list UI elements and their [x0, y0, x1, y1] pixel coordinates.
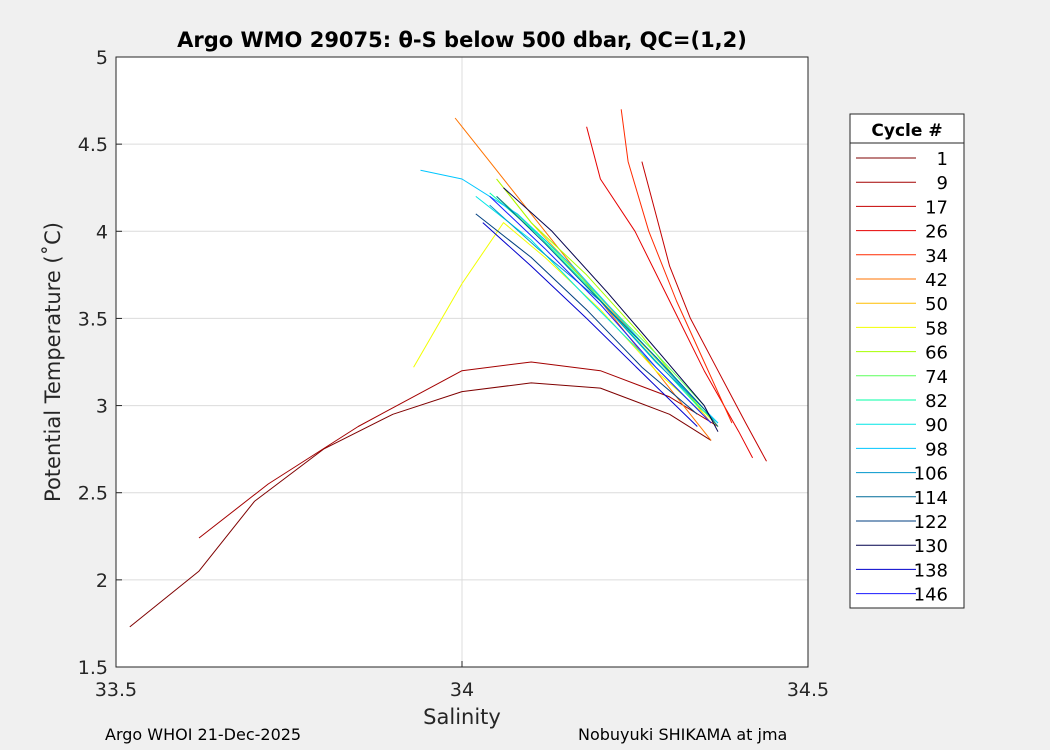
- legend-label-cycle-98: 98: [925, 439, 948, 460]
- x-tick-label: 34: [450, 679, 474, 701]
- legend: Cycle # 1 9 17 26 34 42 50 58 66 74 82 90 98 106 114 12…: [849, 113, 965, 609]
- legend-label-cycle-17: 17: [925, 197, 948, 218]
- legend-items: 1 9 17 26 34 42 50 58 66 74 82 90 98 106 114 122 130 138 1…: [856, 149, 948, 606]
- legend-label-cycle-146: 146: [914, 585, 948, 606]
- y-tick-label: 2: [96, 570, 108, 592]
- series-line-cycle-114: [496, 196, 719, 427]
- footer-author: Nobuyuki SHIKAMA at jma: [578, 725, 788, 744]
- series-line-cycle-98: [420, 169, 719, 424]
- series-line-cycle-66: [496, 178, 719, 427]
- y-tick-label: 2.5: [78, 483, 108, 505]
- series-line-cycle-58: [413, 222, 705, 415]
- series-line-cycle-17: [641, 161, 767, 462]
- y-tick-label: 4: [96, 221, 108, 243]
- x-axis-label: Salinity: [423, 705, 501, 729]
- series-layer: [129, 109, 767, 628]
- x-tick-label: 34.5: [787, 679, 829, 701]
- series-line-cycle-146: [489, 196, 712, 424]
- series-line-cycle-138: [482, 222, 698, 427]
- legend-label-cycle-26: 26: [925, 222, 948, 243]
- series-line-cycle-82: [489, 192, 719, 424]
- legend-label-cycle-66: 66: [925, 343, 948, 364]
- x-tick-label: 33.5: [95, 679, 137, 701]
- series-line-cycle-26: [586, 126, 754, 459]
- series-line-cycle-130: [503, 187, 719, 432]
- chart-title: Argo WMO 29075: θ-S below 500 dbar, QC=(…: [177, 28, 747, 52]
- y-tick-label: 3.5: [78, 308, 108, 330]
- legend-label-cycle-50: 50: [925, 294, 948, 315]
- legend-box: [849, 113, 965, 609]
- legend-label-cycle-9: 9: [937, 173, 948, 194]
- y-tick-label: 3: [96, 396, 108, 418]
- axis-ticks: 33.5 34 34.51.522.533.544.55: [78, 47, 829, 701]
- series-line-cycle-74: [496, 196, 705, 406]
- y-tick-label: 1.5: [78, 657, 108, 679]
- legend-label-cycle-122: 122: [914, 512, 948, 533]
- series-line-cycle-1: [129, 382, 712, 628]
- y-axis-label: Potential Temperature (˚C): [41, 222, 65, 502]
- series-line-cycle-34: [620, 109, 733, 424]
- legend-label-cycle-74: 74: [925, 367, 948, 388]
- legend-title: Cycle #: [871, 121, 942, 141]
- legend-label-cycle-114: 114: [914, 488, 948, 509]
- legend-label-cycle-58: 58: [925, 318, 948, 339]
- y-tick-label: 4.5: [78, 134, 108, 156]
- legend-label-cycle-34: 34: [925, 246, 948, 267]
- series-line-cycle-9: [198, 361, 719, 539]
- series-line-cycle-122: [475, 213, 698, 415]
- legend-label-cycle-1: 1: [937, 149, 948, 170]
- legend-label-cycle-42: 42: [925, 270, 948, 291]
- footer-source: Argo WHOI 21-Dec-2025: [105, 725, 302, 744]
- legend-label-cycle-106: 106: [914, 464, 948, 485]
- legend-label-cycle-90: 90: [925, 415, 948, 436]
- legend-label-cycle-130: 130: [914, 536, 948, 557]
- legend-label-cycle-138: 138: [914, 560, 948, 581]
- legend-label-cycle-82: 82: [925, 391, 948, 412]
- y-tick-label: 5: [96, 47, 108, 69]
